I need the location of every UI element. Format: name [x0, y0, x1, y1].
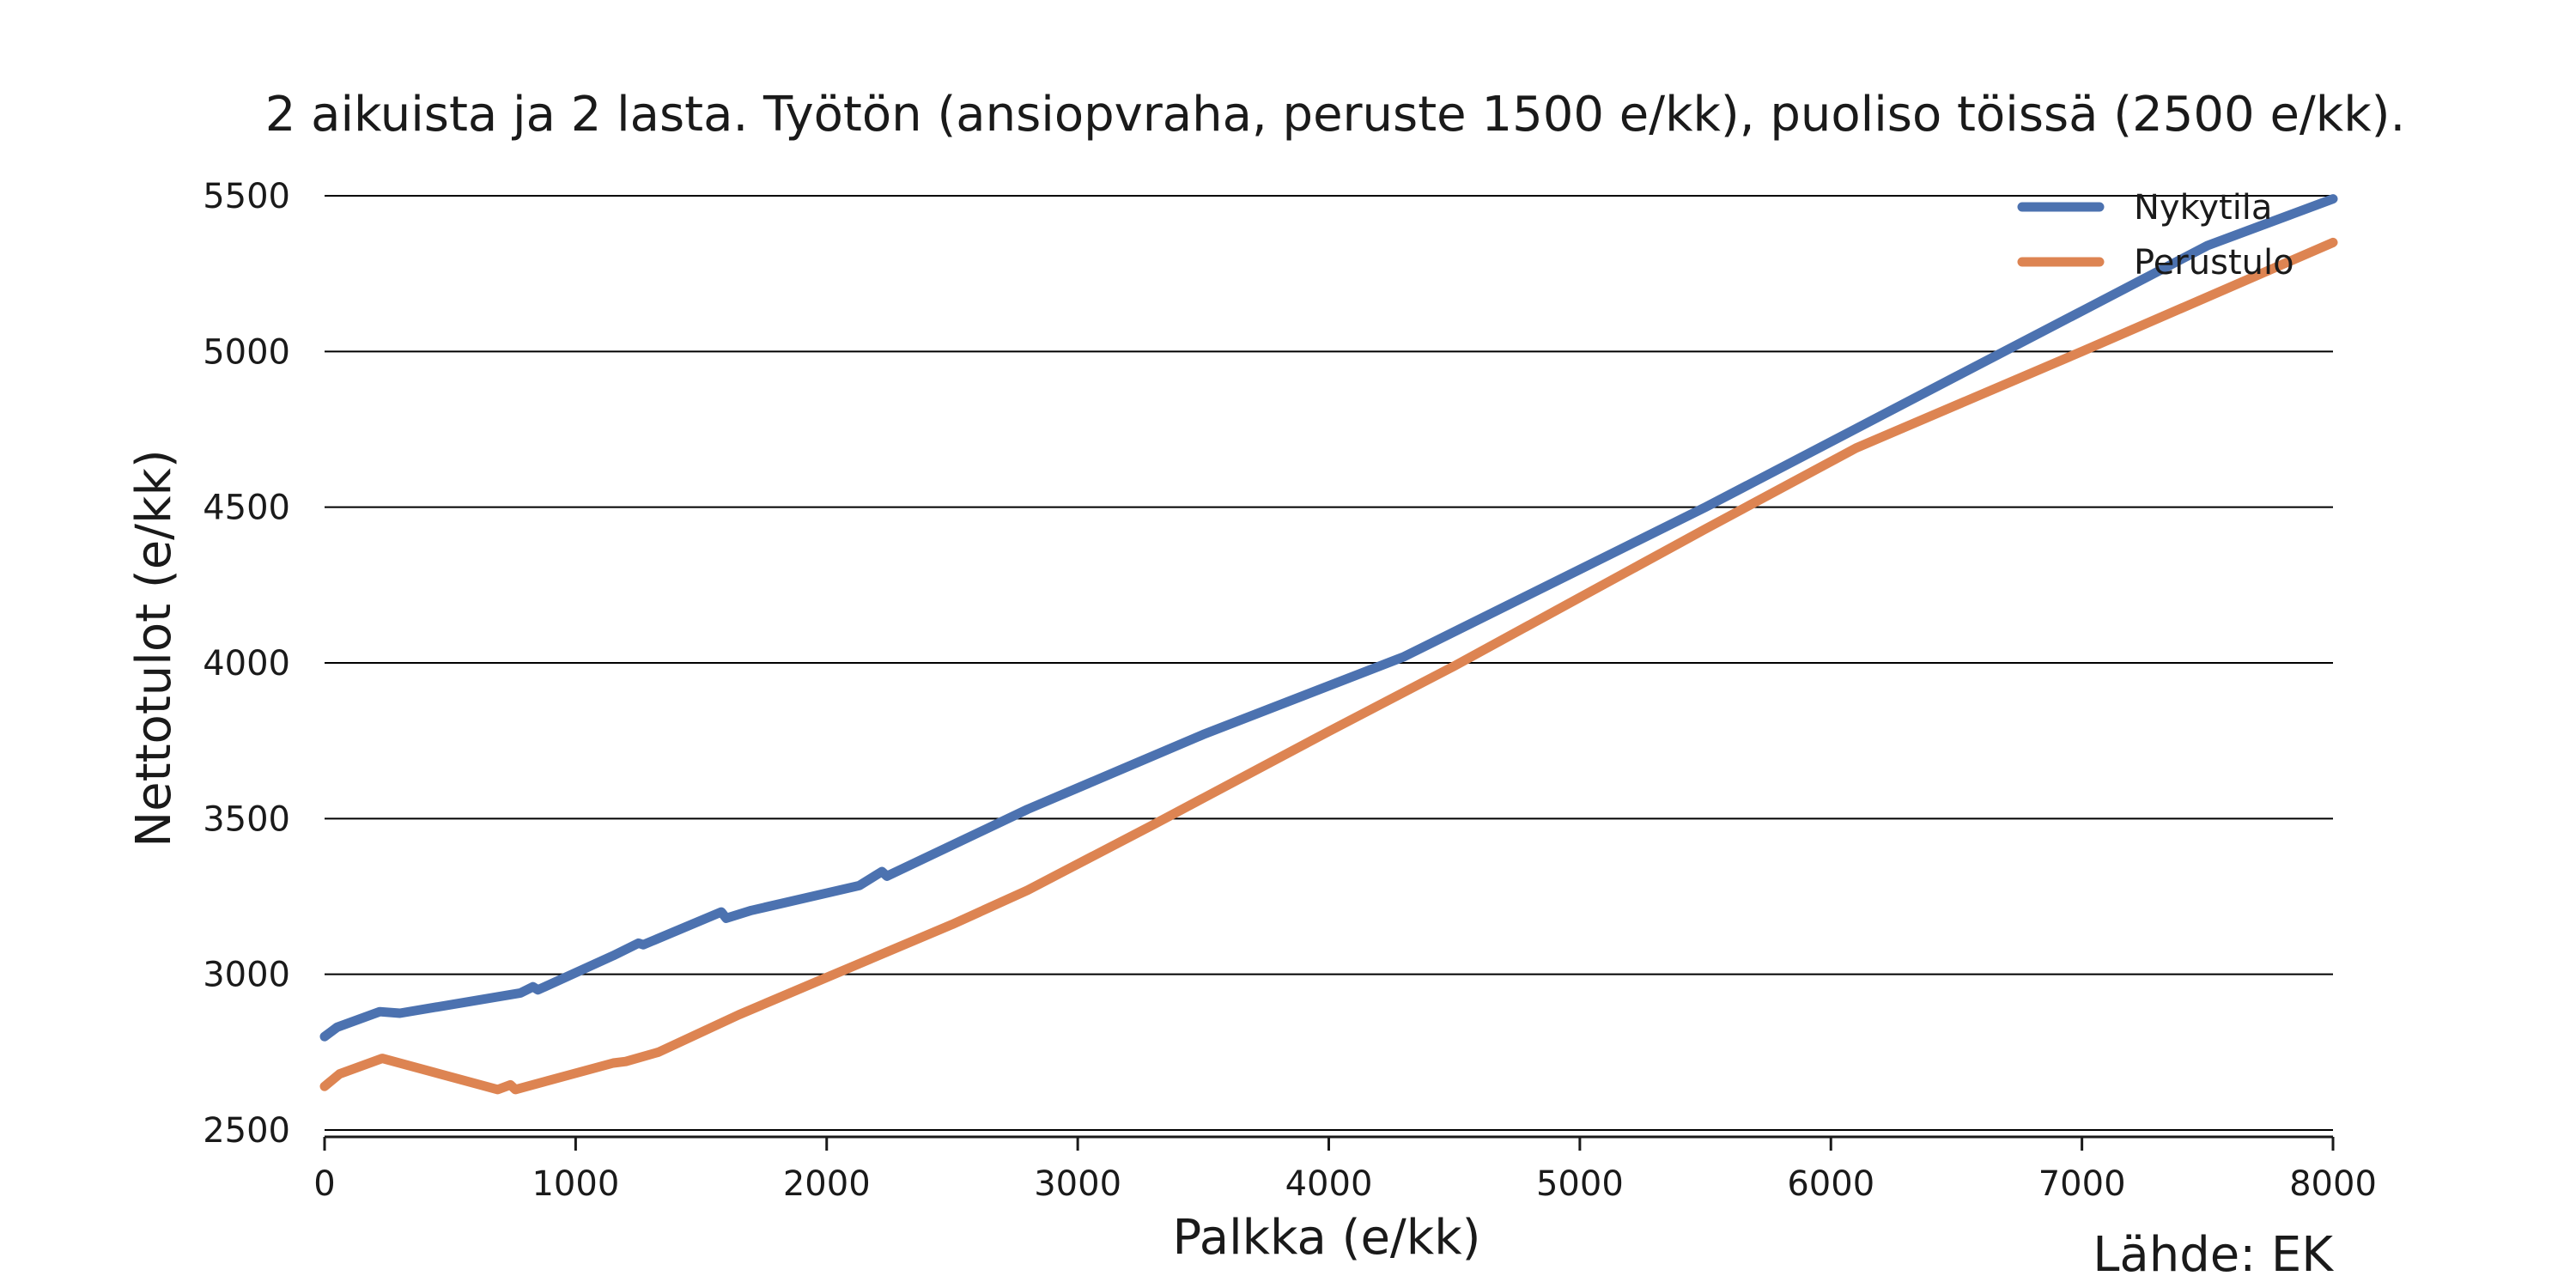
y-tick-label: 4500 [203, 489, 290, 528]
y-tick-label: 5500 [203, 177, 290, 216]
x-tick-label: 1000 [532, 1164, 619, 1204]
y-axis-ticks: 2500 3000 3500 4000 4500 5000 5500 [203, 177, 290, 1151]
series-line-perustulo [319, 237, 2338, 1095]
source-note: Lähde: EK [2093, 1227, 2334, 1283]
y-tick-label: 5000 [203, 332, 290, 372]
y-tick-label: 2500 [203, 1111, 290, 1151]
series-line-nykytila [319, 194, 2338, 1042]
grid [325, 195, 2333, 1131]
x-tick-label: 4000 [1285, 1164, 1373, 1204]
x-tick-label: 2000 [783, 1164, 871, 1204]
y-tick-label: 3000 [203, 956, 290, 995]
x-tick-label: 7000 [2038, 1164, 2126, 1204]
x-tick-label: 6000 [1787, 1164, 1874, 1204]
legend-label: Perustulo [2134, 243, 2294, 283]
x-axis-ticks: 0 1000 2000 3000 4000 5000 6000 7000 8000 [313, 1137, 2377, 1204]
y-axis-label: Nettotulot (e/kk) [126, 449, 182, 847]
chart-title: 2 aikuista ja 2 lasta. Työtön (ansiopvra… [265, 87, 2406, 143]
y-tick-label: 3500 [203, 799, 290, 839]
x-axis-label: Palkka (e/kk) [1173, 1210, 1481, 1266]
legend-label: Nykytila [2134, 188, 2272, 228]
x-tick-label: 0 [313, 1164, 335, 1204]
x-tick-label: 8000 [2289, 1164, 2377, 1204]
y-tick-label: 4000 [203, 644, 290, 683]
series-lines [319, 194, 2338, 1095]
x-tick-label: 3000 [1034, 1164, 1121, 1204]
x-tick-label: 5000 [1536, 1164, 1624, 1204]
legend: Nykytila Perustulo [2017, 188, 2294, 283]
